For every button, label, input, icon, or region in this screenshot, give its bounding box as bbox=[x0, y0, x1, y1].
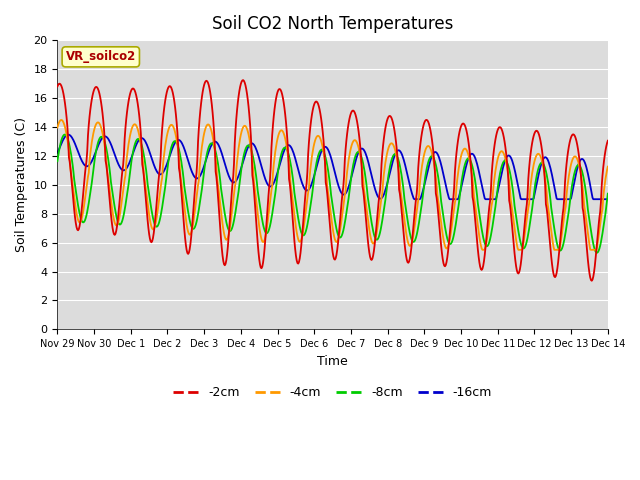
X-axis label: Time: Time bbox=[317, 355, 348, 368]
Title: Soil CO2 North Temperatures: Soil CO2 North Temperatures bbox=[212, 15, 453, 33]
Y-axis label: Soil Temperatures (C): Soil Temperatures (C) bbox=[15, 117, 28, 252]
Text: VR_soilco2: VR_soilco2 bbox=[66, 50, 136, 63]
Legend: -2cm, -4cm, -8cm, -16cm: -2cm, -4cm, -8cm, -16cm bbox=[168, 381, 497, 404]
